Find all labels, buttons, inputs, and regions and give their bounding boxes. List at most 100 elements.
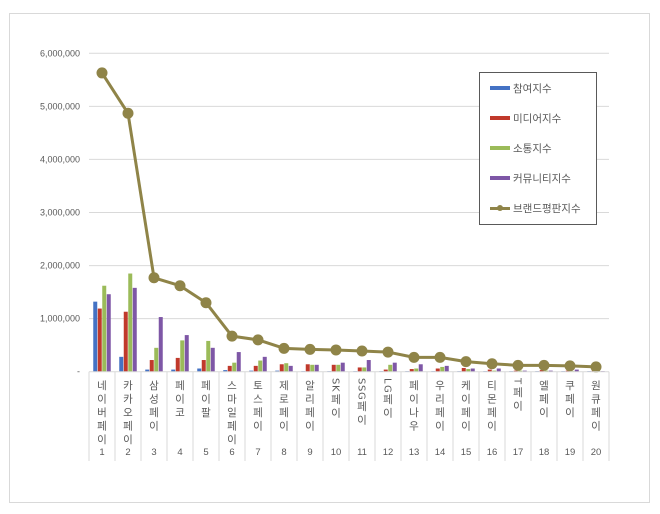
category-label-char: 알: [305, 380, 315, 392]
bar: [210, 347, 215, 372]
category-label-char: 제: [279, 380, 289, 392]
line-marker: [200, 297, 212, 309]
bar: [487, 369, 492, 372]
category-label-char: 이: [461, 421, 471, 433]
bar: [314, 364, 319, 372]
category-label-char: 코: [175, 407, 185, 419]
category-label-char: 네: [97, 380, 107, 392]
category-label-char: 카: [123, 394, 133, 406]
category-rank: 10: [331, 447, 342, 458]
category-label-char: 이: [461, 394, 471, 406]
bar: [444, 365, 449, 372]
legend-label: 소통지수: [513, 142, 552, 155]
line-marker: [96, 67, 108, 79]
bar: [284, 363, 289, 372]
bar: [305, 364, 310, 372]
y-tick-label: 2,000,000: [40, 261, 80, 271]
category-label-char: 이: [513, 401, 523, 413]
category-label-char: S: [356, 378, 367, 384]
bar: [249, 370, 254, 372]
bar: [132, 287, 137, 372]
bar: [565, 370, 570, 372]
bar: [175, 357, 180, 372]
category-rank: 3: [151, 447, 156, 458]
category-label-char: 페: [279, 407, 289, 419]
bar: [149, 360, 154, 372]
category-rank: 4: [177, 447, 182, 458]
line-marker: [330, 344, 342, 356]
category-label-char: 페: [539, 394, 549, 406]
category-label-char: K: [330, 385, 341, 392]
bar: [492, 370, 497, 372]
y-tick-label: 5,000,000: [40, 101, 80, 111]
category-rank: 2: [125, 447, 130, 458]
bar: [388, 364, 393, 372]
category-label-char: L: [382, 378, 393, 384]
bar: [201, 360, 206, 372]
category-label-char: 원: [591, 380, 601, 392]
category-rank: 6: [229, 447, 234, 458]
legend-item-community: 커뮤니티지수: [490, 171, 571, 185]
bar: [279, 364, 284, 372]
category-label-char: 이: [539, 407, 549, 419]
category-rank: 17: [513, 447, 524, 458]
category-label-char: 이: [97, 434, 107, 446]
category-label-char: 성: [149, 394, 159, 406]
bar: [522, 370, 527, 372]
category-rank: 14: [435, 447, 446, 458]
bar: [258, 360, 263, 372]
bar: [93, 301, 98, 372]
category-label-char: 이: [409, 394, 419, 406]
bar: [171, 369, 176, 372]
category-label-char: 페: [435, 407, 445, 419]
category-label-char: 리: [305, 394, 315, 406]
category-label-char: 페: [383, 394, 393, 406]
legend-swatch-blue: [490, 86, 510, 90]
category-label-char: 페: [305, 407, 315, 419]
category-label-char: 티: [487, 380, 497, 392]
gridlines: [89, 52, 609, 320]
bar-series: [93, 273, 605, 372]
y-tick-label: -: [77, 367, 80, 377]
line-series: [96, 67, 602, 373]
category-label-char: G: [356, 392, 367, 400]
line-marker: [564, 360, 576, 372]
line-marker: [148, 272, 160, 284]
legend: 참여지수 미디어지수 소통지수 커뮤니티지수 브랜드평판지수: [479, 72, 597, 225]
bar: [154, 347, 159, 372]
category-rank: 16: [487, 447, 498, 458]
bar: [548, 370, 553, 372]
category-label-char: 이: [383, 408, 393, 420]
bar: [539, 370, 544, 372]
bar: [128, 273, 133, 372]
line-marker: [460, 356, 472, 368]
legend-swatch-purple: [490, 176, 510, 180]
category-label-char: 이: [357, 415, 367, 427]
line-marker: [252, 334, 264, 346]
category-label-char: 이: [435, 421, 445, 433]
category-label-char: S: [356, 385, 367, 391]
line-marker: [356, 345, 368, 357]
bar: [227, 365, 232, 372]
category-label-char: 이: [175, 394, 185, 406]
category-label-char: 페: [253, 407, 263, 419]
line-marker: [174, 280, 186, 292]
y-tick-label: 4,000,000: [40, 154, 80, 164]
category-label-char: 우: [409, 421, 419, 433]
bar: [418, 364, 423, 372]
line-marker: [486, 358, 498, 370]
category-rank: 20: [591, 447, 602, 458]
category-label-char: 페: [487, 407, 497, 419]
category-label-char: 이: [149, 421, 159, 433]
category-label-char: 페: [357, 401, 367, 413]
category-label-char: 마: [227, 394, 237, 406]
legend-label: 미디어지수: [513, 112, 562, 125]
category-label-char: 카: [123, 380, 133, 392]
category-rank: 18: [539, 447, 550, 458]
category-label-char: 우: [435, 380, 445, 392]
legend-item-participation: 참여지수: [490, 81, 552, 95]
category-label-char: G: [382, 385, 393, 393]
category-rank: 8: [281, 447, 286, 458]
category-label-char: 이: [487, 421, 497, 433]
